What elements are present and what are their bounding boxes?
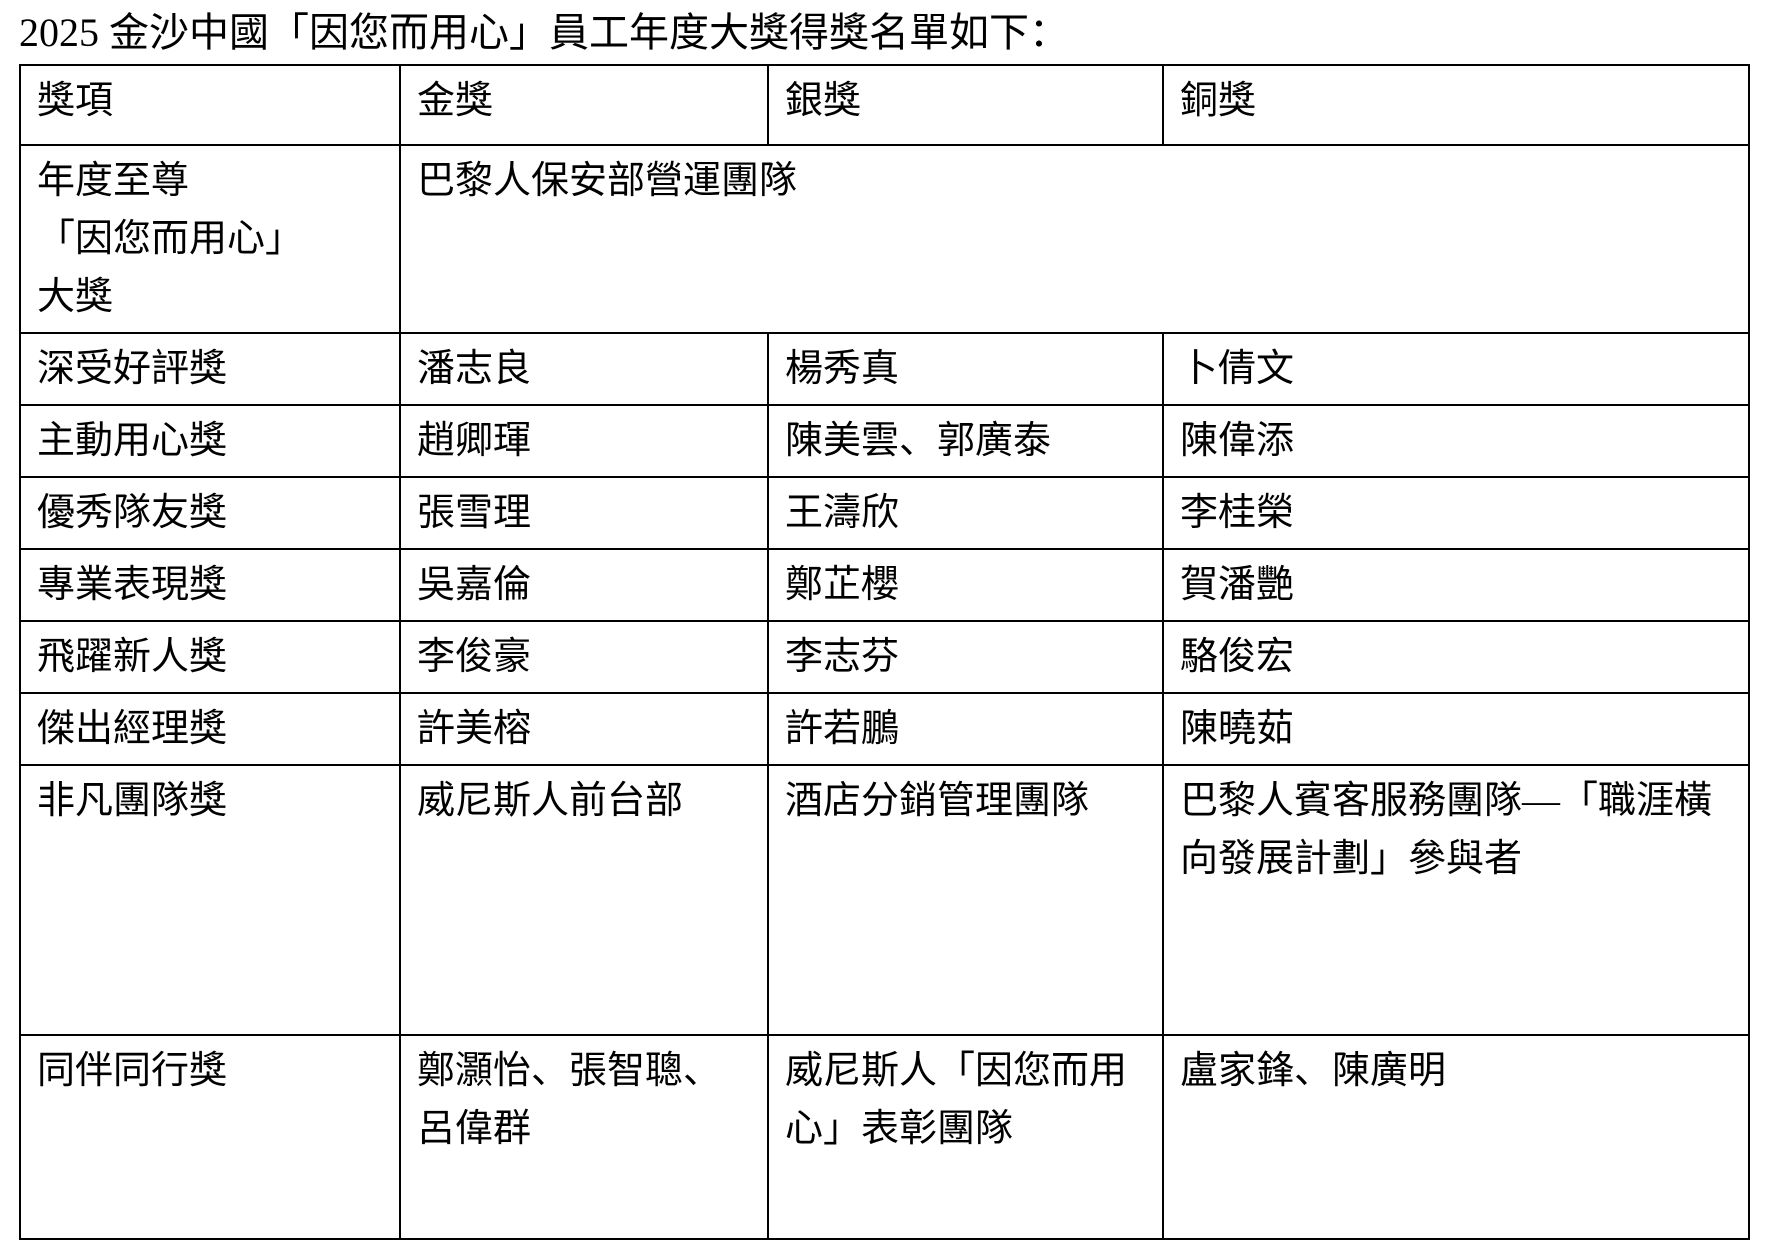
cell-bronze-winner: 賀潘艷 [1162,548,1750,622]
cell-gold-winner: 李俊豪 [399,620,769,694]
cell-silver-winner: 王濤欣 [767,476,1164,550]
cell-bronze-winner: 卜倩文 [1162,332,1750,406]
table-row: 深受好評獎 潘志良 楊秀真 卜倩文 [19,332,1750,406]
column-header-bronze: 銅獎 [1162,64,1750,146]
table-header-row: 獎項 金獎 銀獎 銅獎 [19,64,1750,146]
cell-gold-winner: 趙卿琿 [399,404,769,478]
cell-bronze-winner: 盧家鋒、陳廣明 [1162,1034,1750,1240]
table-row: 同伴同行獎 鄭灝怡、張智聰、呂偉群 威尼斯人「因您而用心」表彰團隊 盧家鋒、陳廣… [19,1034,1750,1240]
cell-gold-winner: 巴黎人保安部營運團隊 [399,144,1750,334]
cell-award-name: 非凡團隊獎 [19,764,401,1036]
cell-award-name: 主動用心獎 [19,404,401,478]
column-header-gold: 金獎 [399,64,769,146]
cell-award-name: 飛躍新人獎 [19,620,401,694]
table-row: 飛躍新人獎 李俊豪 李志芬 駱俊宏 [19,620,1750,694]
award-winners-table: 獎項 金獎 銀獎 銅獎 年度至尊 「因您而用心」 大獎 巴黎人保安部營運團隊 深… [19,64,1750,1240]
cell-silver-winner: 威尼斯人「因您而用心」表彰團隊 [767,1034,1164,1240]
cell-bronze-winner: 陳曉茹 [1162,692,1750,766]
cell-award-name: 傑出經理獎 [19,692,401,766]
award-name-line: 年度至尊 [37,160,190,202]
table-row: 年度至尊 「因您而用心」 大獎 巴黎人保安部營運團隊 [19,144,1750,334]
page-title: 2025 金沙中國「因您而用心」員工年度大獎得獎名單如下： [19,10,1069,55]
cell-award-name: 深受好評獎 [19,332,401,406]
cell-bronze-winner: 巴黎人賓客服務團隊—「職涯橫向發展計劃」參與者 [1162,764,1750,1036]
award-name-line: 大獎 [37,276,114,318]
column-header-silver: 銀獎 [767,64,1164,146]
cell-bronze-winner: 李桂榮 [1162,476,1750,550]
cell-award-name: 優秀隊友獎 [19,476,401,550]
cell-silver-winner: 鄭芷櫻 [767,548,1164,622]
table-row: 主動用心獎 趙卿琿 陳美雲、郭廣泰 陳偉添 [19,404,1750,478]
column-header-award: 獎項 [19,64,401,146]
cell-gold-winner: 張雪理 [399,476,769,550]
cell-gold-winner: 潘志良 [399,332,769,406]
cell-gold-winner: 許美榕 [399,692,769,766]
table-row: 優秀隊友獎 張雪理 王濤欣 李桂榮 [19,476,1750,550]
table-row: 傑出經理獎 許美榕 許若鵬 陳曉茹 [19,692,1750,766]
cell-silver-winner: 許若鵬 [767,692,1164,766]
cell-gold-winner: 吳嘉倫 [399,548,769,622]
cell-gold-winner: 鄭灝怡、張智聰、呂偉群 [399,1034,769,1240]
cell-award-name: 同伴同行獎 [19,1034,401,1240]
cell-silver-winner: 陳美雲、郭廣泰 [767,404,1164,478]
table-row: 專業表現獎 吳嘉倫 鄭芷櫻 賀潘艷 [19,548,1750,622]
cell-silver-winner: 楊秀真 [767,332,1164,406]
cell-silver-winner: 酒店分銷管理團隊 [767,764,1164,1036]
cell-bronze-winner: 陳偉添 [1162,404,1750,478]
cell-silver-winner: 李志芬 [767,620,1164,694]
cell-award-name: 年度至尊 「因您而用心」 大獎 [19,144,401,334]
table-row: 非凡團隊獎 威尼斯人前台部 酒店分銷管理團隊 巴黎人賓客服務團隊—「職涯橫向發展… [19,764,1750,1036]
cell-award-name: 專業表現獎 [19,548,401,622]
award-name-line: 「因您而用心」 [37,218,304,260]
cell-gold-winner: 威尼斯人前台部 [399,764,769,1036]
cell-bronze-winner: 駱俊宏 [1162,620,1750,694]
